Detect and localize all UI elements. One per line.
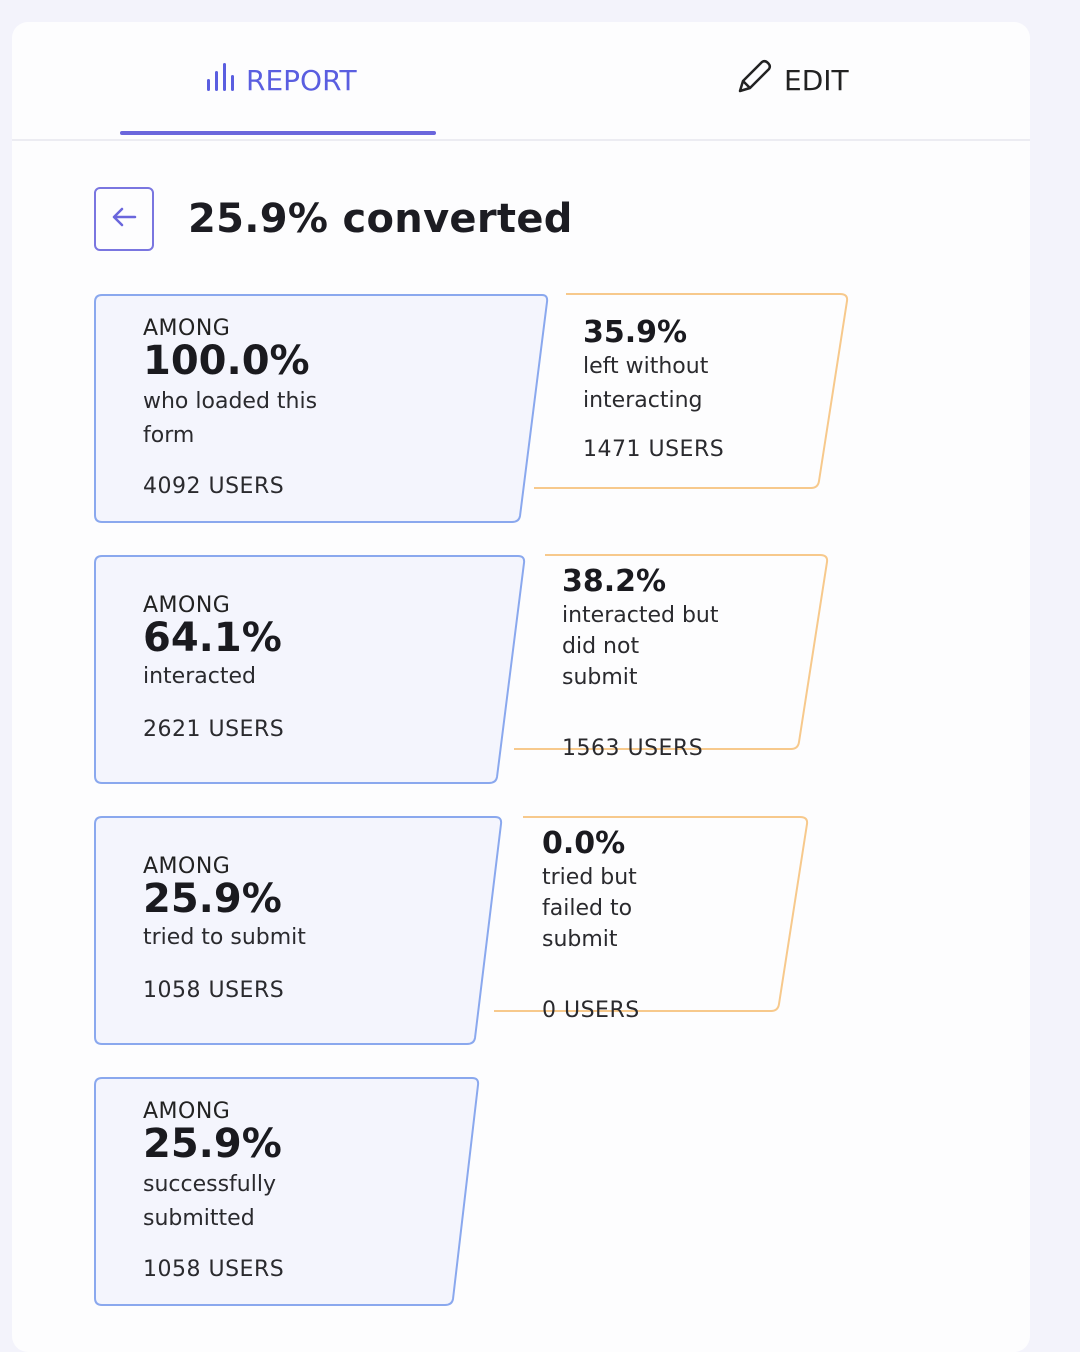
stage-shape	[94, 1077, 480, 1306]
stage-description: tried to submit	[143, 925, 306, 950]
dropoff-description-line3: submit	[562, 665, 638, 690]
dropoff-description-line1: left without	[583, 354, 709, 379]
stage-description-line2: form	[143, 423, 195, 448]
dropoff-user-count: 1563 USERS	[562, 736, 704, 761]
dropoff-description-line1: tried but	[542, 865, 637, 890]
arrow-left-icon	[111, 206, 137, 232]
bar-chart-icon	[206, 61, 234, 100]
stage-description: interacted	[143, 664, 256, 689]
stage-percentage: 25.9%	[143, 1121, 282, 1167]
stage-description: successfully	[143, 1172, 276, 1197]
tab-report[interactable]: REPORT	[206, 58, 357, 102]
dropoff-shape	[514, 554, 829, 750]
stage-user-count: 1058 USERS	[143, 1257, 285, 1282]
dropoff-percentage: 38.2%	[562, 564, 667, 599]
stage-description-line2: submitted	[143, 1206, 255, 1231]
dropoff-percentage: 35.9%	[583, 315, 688, 350]
tab-edit-label: EDIT	[784, 63, 849, 97]
pencil-icon	[736, 59, 772, 102]
stage-user-count: 1058 USERS	[143, 978, 285, 1003]
stage-percentage: 100.0%	[143, 338, 310, 384]
tab-bar: REPORT EDIT	[12, 22, 1030, 141]
stage-among-label: AMONG	[143, 854, 231, 879]
dropoff-shape	[494, 816, 809, 1012]
stage-among-label: AMONG	[143, 316, 231, 341]
stage-shape	[94, 555, 526, 784]
report-panel: REPORT EDIT 25.9% converted AMONG	[12, 22, 1030, 1352]
tab-edit[interactable]: EDIT	[736, 58, 849, 102]
dropoff-description-line1: interacted but	[562, 603, 719, 628]
stage-description: who loaded this	[143, 389, 318, 414]
dropoff-user-count: 0 USERS	[542, 998, 640, 1023]
stage-percentage: 64.1%	[143, 615, 282, 661]
funnel-stage[interactable]: AMONG 64.1% interacted 2621 USERS	[94, 555, 534, 784]
back-button[interactable]	[94, 187, 154, 251]
dropoff-percentage: 0.0%	[542, 826, 626, 861]
active-tab-indicator	[120, 131, 436, 135]
stage-user-count: 2621 USERS	[143, 717, 285, 742]
dropoff-description-line2: did not	[562, 634, 640, 659]
stage-among-label: AMONG	[143, 593, 231, 618]
tab-report-label: REPORT	[246, 63, 357, 97]
funnel-stage[interactable]: AMONG 100.0% who loaded this form 4092 U…	[94, 294, 554, 523]
stage-shape	[94, 816, 503, 1045]
stage-among-label: AMONG	[143, 1099, 231, 1124]
dropoff-description-line2: interacting	[583, 388, 703, 413]
dropoff-description-line3: submit	[542, 927, 618, 952]
dropoff-description-line2: failed to	[542, 896, 633, 921]
dropoff-user-count: 1471 USERS	[583, 437, 725, 462]
dropoff-stage[interactable]: 0.0% tried but failed to submit 0 USERS	[492, 816, 812, 1023]
stage-shape	[94, 294, 549, 523]
dropoff-shape	[534, 293, 849, 489]
funnel-stage[interactable]: AMONG 25.9% tried to submit 1058 USERS	[94, 816, 514, 1045]
funnel-stage[interactable]: AMONG 25.9% successfully submitted 1058 …	[94, 1077, 494, 1306]
stage-percentage: 25.9%	[143, 876, 282, 922]
page-title: 25.9% converted	[188, 196, 573, 242]
dropoff-stage[interactable]: 35.9% left without interacting 1471 USER…	[532, 293, 852, 491]
stage-user-count: 4092 USERS	[143, 474, 285, 499]
dropoff-stage[interactable]: 38.2% interacted but did not submit 1563…	[512, 554, 832, 761]
